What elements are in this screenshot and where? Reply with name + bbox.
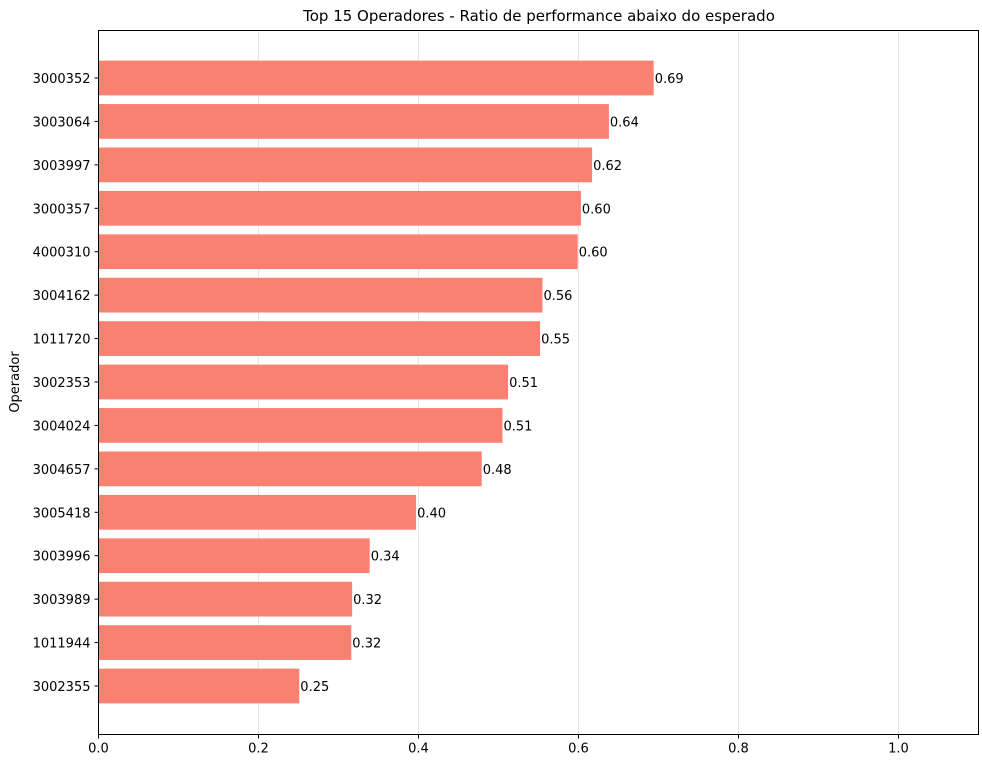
- bar-4000310: [98, 234, 578, 270]
- x-tick-label: 0.8: [728, 742, 749, 757]
- bar-value-label: 0.51: [504, 419, 533, 434]
- x-tick-label: 0.0: [88, 742, 109, 757]
- value-labels-layer: 0.69 0.64 0.62 0.60 0.60 0.56 0.55 0.51 0.51 0.48…: [300, 72, 683, 695]
- bar-value-label: 0.64: [610, 115, 639, 130]
- y-tick-label: 3004024: [33, 419, 91, 434]
- bar-value-label: 0.60: [582, 202, 611, 217]
- y-axis-ticks: 3000352 3003064 3003997 3000357 4000310 30041…: [33, 72, 99, 695]
- bar-3002353: [98, 364, 509, 400]
- x-tick-label: 0.6: [568, 742, 589, 757]
- x-tick-label: 0.4: [408, 742, 429, 757]
- y-tick-label: 3003989: [33, 593, 91, 608]
- y-tick-label: 3003064: [33, 115, 91, 130]
- x-tick-label: 0.2: [248, 742, 269, 757]
- bars-layer: [98, 60, 654, 704]
- y-tick-label: 3000357: [33, 202, 91, 217]
- bar-1011720: [98, 321, 541, 356]
- y-tick-label: 3004657: [33, 463, 91, 478]
- plot-frame: [98, 30, 979, 735]
- chart-title: Top 15 Operadores - Ratio de performance…: [302, 7, 775, 25]
- bar-value-label: 0.25: [300, 680, 329, 695]
- bar-3003989: [98, 581, 353, 617]
- y-tick-label: 3003997: [33, 159, 91, 174]
- x-tick-label: 1.0: [888, 742, 909, 757]
- y-tick-label: 1011944: [33, 637, 91, 652]
- bar-value-label: 0.69: [655, 72, 684, 87]
- bar-3000352: [98, 60, 654, 96]
- bar-3003064: [98, 104, 609, 139]
- bar-value-label: 0.55: [541, 333, 570, 348]
- bar-3004657: [98, 451, 482, 487]
- bar-3000357: [98, 190, 581, 226]
- bar-value-label: 0.32: [353, 593, 382, 608]
- y-tick-label: 3000352: [33, 72, 91, 87]
- bar-value-label: 0.60: [579, 246, 608, 261]
- y-tick-label: 3002355: [33, 680, 91, 695]
- bar-3003996: [98, 538, 370, 574]
- y-tick-label: 3004162: [33, 289, 91, 304]
- bar-1011944: [98, 625, 352, 660]
- bar-value-label: 0.40: [417, 506, 446, 521]
- bar-value-label: 0.32: [352, 637, 381, 652]
- y-tick-label: 3005418: [33, 506, 91, 521]
- bar-value-label: 0.56: [544, 289, 573, 304]
- x-axis-ticks: 0.0 0.2 0.4 0.6 0.8 1.0: [88, 734, 909, 757]
- y-tick-label: 3002353: [33, 376, 91, 391]
- y-tick-label: 4000310: [33, 246, 91, 261]
- y-tick-label: 3003996: [33, 550, 91, 565]
- bar-3004162: [98, 277, 543, 313]
- bar-value-label: 0.51: [509, 376, 538, 391]
- y-tick-label: 1011720: [33, 333, 91, 348]
- bar-value-label: 0.34: [371, 550, 400, 565]
- y-axis-label: Operador: [8, 351, 23, 413]
- bar-value-label: 0.62: [593, 159, 622, 174]
- bar-3003997: [98, 147, 593, 183]
- bar-value-label: 0.48: [483, 463, 512, 478]
- bar-3005418: [98, 494, 417, 530]
- bar-3004024: [98, 408, 503, 443]
- bar-3002355: [98, 668, 300, 704]
